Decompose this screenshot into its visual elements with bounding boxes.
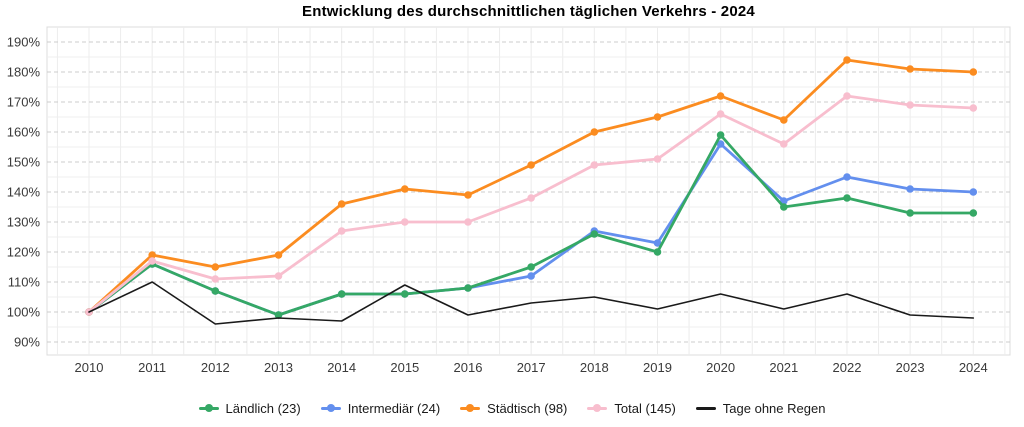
series-point-staedtisch [527, 161, 535, 169]
x-axis-tick-label: 2024 [959, 360, 988, 375]
series-point-intermediaer [906, 185, 914, 193]
legend-item-tage-ohne-regen: Tage ohne Regen [695, 400, 826, 416]
x-axis-tick-label: 2022 [833, 360, 862, 375]
series-point-staedtisch [653, 113, 662, 121]
series-point-total [464, 218, 472, 226]
series-point-total [148, 257, 156, 265]
series-point-staedtisch [148, 251, 156, 259]
x-axis-tick-label: 2015 [390, 360, 419, 375]
series-point-staedtisch [337, 200, 346, 208]
series-point-intermediaer [716, 140, 725, 148]
plot-area [46, 26, 1011, 356]
x-axis-tick-label: 2023 [896, 360, 925, 375]
series-point-staedtisch [401, 185, 409, 193]
legend-marker-staedtisch [460, 404, 481, 412]
legend-dot-staedtisch [466, 404, 475, 412]
x-axis-tick-label: 2013 [264, 360, 293, 375]
series-point-laendlich [906, 209, 914, 217]
legend-marker-tage-ohne-regen [695, 406, 716, 410]
x-axis-tick-label: 2014 [327, 360, 356, 375]
x-axis-tick-label: 2011 [138, 360, 166, 375]
series-point-staedtisch [590, 128, 599, 136]
series-point-total [527, 194, 535, 202]
series-point-staedtisch [211, 263, 220, 271]
series-point-intermediaer [969, 188, 978, 196]
series-point-staedtisch [906, 65, 914, 73]
series-point-total [716, 110, 725, 118]
series-point-laendlich [716, 131, 725, 139]
series-point-laendlich [653, 248, 662, 256]
series-point-total [401, 218, 409, 226]
series-point-staedtisch [780, 116, 788, 124]
legend-dot-total [593, 404, 602, 412]
y-axis-tick-label: 130% [7, 215, 41, 230]
series-point-laendlich [780, 203, 788, 211]
x-axis-tick-label: 2012 [201, 360, 230, 375]
series-point-total [274, 272, 283, 280]
series-point-laendlich [843, 194, 851, 202]
series-line-tage-ohne-regen [88, 281, 975, 325]
legend-label-laendlich: Ländlich (23) [225, 400, 301, 416]
x-axis-tick-label: 2018 [580, 360, 609, 375]
legend-marker-intermediaer [320, 404, 341, 412]
series-point-laendlich [590, 230, 599, 238]
series-point-intermediaer [527, 272, 535, 280]
line-chart-canvas: 90% 100% 110% 120% 130% 140% 150% 160% 170% 180% 1… [7, 26, 1011, 375]
x-axis-tick-label: 2020 [706, 360, 735, 375]
x-axis-tick-label: 2010 [75, 360, 104, 375]
y-axis-tick-label: 170% [7, 95, 41, 110]
series-point-laendlich [464, 284, 472, 292]
series-point-staedtisch [969, 68, 978, 76]
legend-label-intermediaer: Intermediär (24) [347, 400, 441, 416]
series-point-total [653, 155, 662, 163]
y-axis-tick-label: 90% [14, 335, 40, 350]
series-point-total [843, 92, 851, 100]
series-point-laendlich [527, 263, 535, 271]
y-axis-tick-label: 190% [7, 35, 41, 50]
series-point-total [211, 275, 220, 283]
legend-label-total: Total (145) [614, 400, 676, 416]
y-axis-tick-label: 140% [7, 185, 41, 200]
legend-item-laendlich: Ländlich (23) [198, 400, 301, 416]
y-axis-tick-label: 110% [8, 275, 41, 290]
series-point-staedtisch [716, 92, 725, 100]
series-point-laendlich [274, 311, 283, 319]
series-point-total [906, 101, 914, 109]
x-axis-tick-label: 2021 [769, 360, 798, 375]
series-point-intermediaer [653, 239, 662, 247]
y-axis-tick-label: 120% [7, 245, 41, 260]
chart-title: Entwicklung des durchschnittlichen tägli… [302, 3, 755, 20]
series-point-total [969, 104, 978, 112]
series-point-laendlich [211, 287, 220, 295]
series-point-total [337, 227, 346, 235]
legend-label-staedtisch: Städtisch (98) [487, 400, 568, 416]
legend-dot-intermediaer [326, 404, 335, 412]
series-point-total [590, 161, 599, 169]
y-axis-tick-label: 160% [7, 125, 41, 140]
series-point-staedtisch [274, 251, 283, 259]
series-point-total [780, 140, 788, 148]
legend-item-total: Total (145) [587, 400, 676, 416]
y-axis-tick-label: 150% [7, 155, 41, 170]
chart-legend: Ländlich (23) Intermediär (24) Städtisch (… [0, 394, 1024, 422]
legend-marker-laendlich [198, 404, 219, 412]
legend-marker-total [587, 404, 608, 412]
legend-label-tage-ohne-regen: Tage ohne Regen [722, 400, 826, 416]
legend-item-intermediaer: Intermediär (24) [320, 400, 441, 416]
series-point-laendlich [337, 290, 346, 298]
x-axis-tick-label: 2016 [454, 360, 483, 375]
legend-dot-laendlich [204, 404, 213, 412]
series-point-laendlich [969, 209, 978, 217]
series-point-staedtisch [464, 191, 472, 199]
legend-item-staedtisch: Städtisch (98) [460, 401, 567, 416]
x-axis-tick-label: 2017 [517, 360, 546, 375]
x-axis-tick-label: 2019 [643, 360, 672, 375]
series-point-staedtisch [843, 56, 851, 64]
y-axis-tick-label: 100% [7, 305, 41, 320]
series-point-intermediaer [843, 173, 851, 181]
y-axis-tick-label: 180% [7, 65, 41, 80]
series-point-laendlich [401, 290, 409, 298]
